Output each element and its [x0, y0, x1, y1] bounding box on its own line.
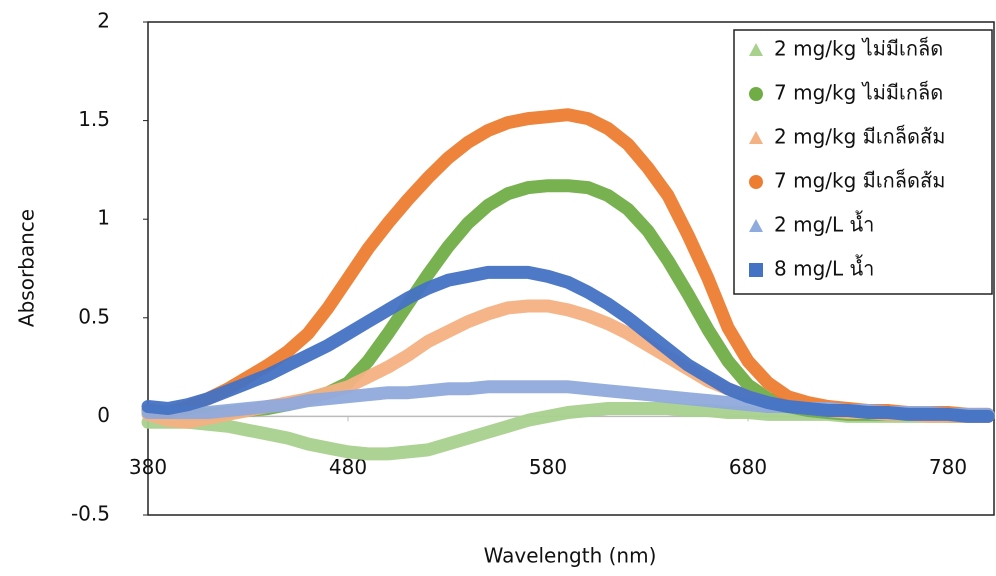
x-tick-label: 680	[729, 455, 767, 479]
y-tick-label: -0.5	[71, 502, 110, 526]
y-tick-label: 0.5	[78, 304, 110, 328]
legend-label: 8 mg/L น้ำ	[774, 255, 874, 281]
y-tick-label: 0	[97, 403, 110, 427]
y-axis-title: Absorbance	[15, 209, 39, 327]
plot-frame	[147, 21, 995, 516]
legend-label: 7 mg/kg มีเกล็ดส้ม	[774, 168, 945, 193]
y-tick-label: 1.5	[78, 107, 110, 131]
x-tick-label: 380	[129, 455, 167, 479]
legend-marker	[749, 43, 763, 56]
legend-marker	[749, 263, 763, 277]
legend-marker	[749, 175, 763, 189]
x-tick-label: 780	[929, 455, 967, 479]
x-axis-title: Wavelength (nm)	[484, 544, 657, 568]
legend-label: 7 mg/kg ไม่มีเกล็ด	[774, 80, 943, 105]
y-tick-label: 2	[97, 9, 110, 33]
legend-marker	[749, 131, 763, 144]
legend-label: 2 mg/kg ไม่มีเกล็ด	[774, 36, 943, 61]
legend-marker	[749, 219, 763, 232]
legend-box	[733, 29, 993, 295]
legend-marker	[749, 87, 763, 101]
series-line	[141, 265, 995, 423]
y-tick-label: 1	[97, 206, 110, 230]
x-tick-label: 580	[529, 455, 567, 479]
legend-label: 2 mg/kg มีเกล็ดส้ม	[774, 124, 945, 149]
legend-label: 2 mg/L น้ำ	[774, 211, 874, 237]
